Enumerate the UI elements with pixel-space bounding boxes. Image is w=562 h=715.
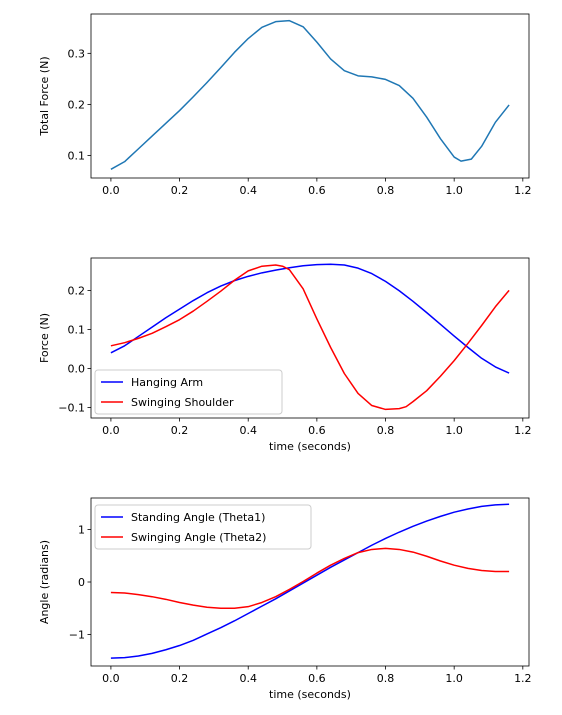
legend-label: Swinging Angle (Theta2) bbox=[131, 531, 266, 544]
x-tick-label: 0.6 bbox=[308, 424, 326, 437]
y-axis-label: Angle (radians) bbox=[38, 540, 51, 624]
y-tick-label: −0.1 bbox=[58, 401, 85, 414]
x-axis-label: time (seconds) bbox=[269, 440, 351, 453]
y-tick-label: 1 bbox=[78, 524, 85, 537]
series-line-standing-angle-theta1 bbox=[110, 503, 510, 659]
legend-box bbox=[94, 369, 283, 415]
y-tick-label: 0.3 bbox=[68, 47, 86, 60]
x-tick-label: 0.8 bbox=[377, 424, 395, 437]
x-tick-label: 0.8 bbox=[377, 672, 395, 685]
x-tick-label: 0.8 bbox=[377, 184, 395, 197]
series-line-hanging-arm bbox=[110, 263, 510, 374]
x-tick-label: 1.2 bbox=[514, 184, 532, 197]
x-tick-label: 0.4 bbox=[239, 672, 257, 685]
series-line-swinging-shoulder bbox=[110, 264, 510, 411]
x-tick-label: 0.2 bbox=[171, 672, 189, 685]
chart-panel-1: 0.0 0.2 0.4 0.6 0.8 1.0 1.2 0.1 0.2 0.3 Total Forc… bbox=[38, 13, 532, 197]
x-axis-label: time (seconds) bbox=[269, 688, 351, 701]
x-tick-label: 1.0 bbox=[445, 184, 463, 197]
y-tick-label: 0.2 bbox=[68, 284, 86, 297]
x-tick-label: 0.4 bbox=[239, 184, 257, 197]
legend: Hanging Arm Swinging Shoulder bbox=[94, 369, 283, 415]
x-tick-label: 0.0 bbox=[102, 184, 120, 197]
y-axis-label: Force (N) bbox=[38, 313, 51, 363]
x-tick-label: 1.0 bbox=[445, 672, 463, 685]
y-axis-label: Total Force (N) bbox=[38, 56, 51, 136]
series-line-total-force bbox=[110, 19, 510, 170]
x-tick-label: 1.0 bbox=[445, 424, 463, 437]
chart-panel-2: 0.0 0.2 0.4 0.6 0.8 1.0 1.2 −0.1 0.0 0.1 0.2 Force … bbox=[38, 257, 532, 453]
chart-panel-3: 0.0 0.2 0.4 0.6 0.8 1.0 1.2 −1 0 1 Angle (radians)… bbox=[38, 497, 532, 701]
x-tick-label: 0.4 bbox=[239, 424, 257, 437]
x-tick-label: 0.0 bbox=[102, 672, 120, 685]
y-tick-label: −1 bbox=[69, 629, 85, 642]
y-tick-label: 0.1 bbox=[68, 323, 86, 336]
y-tick-label: 0.1 bbox=[68, 150, 86, 163]
x-tick-label: 0.6 bbox=[308, 184, 326, 197]
y-tick-label: 0.0 bbox=[68, 362, 86, 375]
legend: Standing Angle (Theta1) Swinging Angle (T… bbox=[94, 504, 312, 550]
x-tick-label: 1.2 bbox=[514, 672, 532, 685]
x-tick-label: 0.0 bbox=[102, 424, 120, 437]
x-tick-label: 0.6 bbox=[308, 672, 326, 685]
y-tick-label: 0.2 bbox=[68, 98, 86, 111]
plot-frame bbox=[90, 257, 530, 419]
legend-label: Hanging Arm bbox=[131, 376, 203, 389]
legend-label: Swinging Shoulder bbox=[131, 396, 234, 409]
x-tick-label: 0.2 bbox=[171, 184, 189, 197]
x-tick-label: 1.2 bbox=[514, 424, 532, 437]
plot-frame bbox=[90, 13, 530, 179]
legend-box bbox=[94, 504, 312, 550]
x-tick-label: 0.2 bbox=[171, 424, 189, 437]
y-tick-label: 0 bbox=[78, 576, 85, 589]
series-line-swinging-angle-theta2 bbox=[110, 547, 510, 609]
legend-label: Standing Angle (Theta1) bbox=[131, 511, 265, 524]
